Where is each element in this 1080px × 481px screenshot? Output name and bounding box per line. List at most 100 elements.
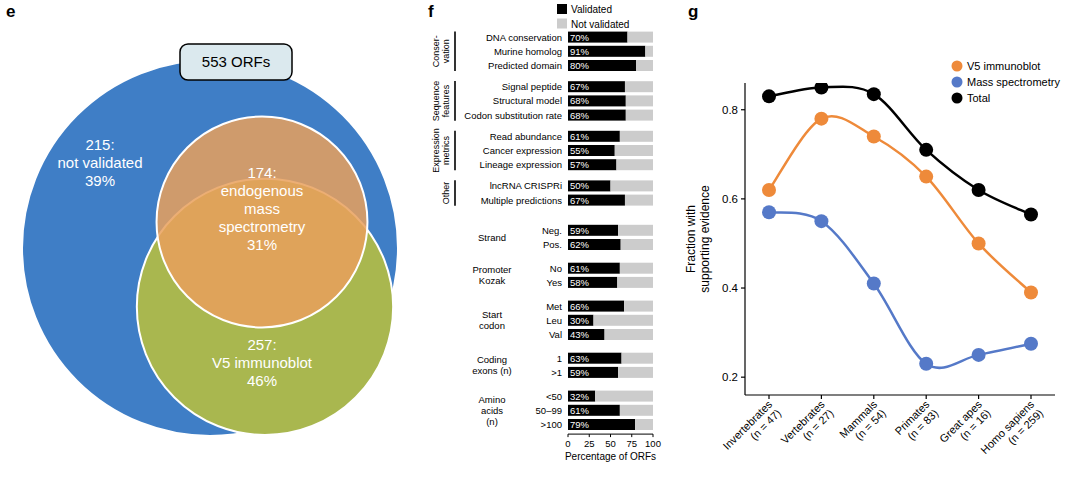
bar [568, 32, 628, 43]
data-label: 50% [570, 180, 590, 191]
category-label: Codon substitution rate [464, 110, 562, 121]
section-bracket [454, 81, 456, 121]
bar [568, 419, 635, 430]
point [867, 129, 881, 143]
bar [568, 180, 611, 191]
point [919, 357, 933, 371]
section-label: vation [441, 39, 451, 63]
data-label: 59% [570, 225, 590, 236]
point [1024, 207, 1038, 221]
category-label: Pos. [543, 239, 562, 250]
x-tick-label-group: Primates(n = 83) [892, 398, 940, 446]
point [972, 183, 986, 197]
category-label: Yes [547, 277, 563, 288]
group-label: codon [479, 320, 505, 331]
data-label: 66% [570, 301, 590, 312]
y-tick [741, 287, 745, 288]
bar [620, 405, 653, 416]
region-label: 215: [85, 136, 114, 153]
category-label: Neg. [542, 225, 562, 236]
legend-label: Mass spectrometry [967, 76, 1060, 88]
category-label: Murine homolog [494, 46, 562, 57]
legend-label: V5 immunoblot [967, 60, 1040, 72]
bar [568, 145, 615, 156]
x-tick-label: (n = 83) [905, 407, 941, 443]
bar [568, 60, 636, 71]
group-label: Kozak [479, 275, 506, 286]
x-tick-label: 75 [626, 438, 637, 449]
series-line [769, 87, 1031, 215]
y-tick-label: 0.4 [722, 282, 739, 294]
x-tick [821, 395, 822, 399]
bar [618, 367, 653, 378]
plot-area [762, 83, 1038, 371]
legend-marker [952, 93, 963, 104]
data-label: 70% [570, 32, 590, 43]
bar-panel: fConser-vationSequencefeaturesExpression… [428, 2, 661, 462]
bar [622, 353, 653, 364]
point [919, 170, 933, 184]
data-label: 43% [570, 329, 590, 340]
point [919, 143, 933, 157]
series-line [769, 212, 1031, 368]
y-axis-label: supporting evidence [698, 185, 712, 293]
data-label: 80% [570, 60, 590, 71]
bar [568, 329, 605, 340]
x-tick [768, 395, 769, 399]
legend-swatch [557, 4, 567, 14]
bar [636, 60, 653, 71]
legend-marker [952, 77, 963, 88]
point [762, 183, 776, 197]
bar [628, 32, 654, 43]
region-label: mass [244, 200, 280, 217]
x-tick [926, 395, 927, 399]
section-label: Other [441, 182, 451, 205]
bar [568, 353, 622, 364]
category-label: No [550, 263, 562, 274]
bars [568, 32, 653, 430]
data-label: 58% [570, 277, 590, 288]
venn-circle [22, 60, 398, 436]
point [972, 236, 986, 250]
point [814, 83, 828, 94]
legend-label: Validated [571, 4, 612, 15]
region-label: 257: [247, 336, 276, 353]
bar [568, 81, 625, 92]
category-label: Val [549, 329, 562, 340]
bar [626, 110, 653, 121]
x-tick-label: 50 [605, 438, 616, 449]
category-label: Met [546, 301, 562, 312]
x-tick [873, 395, 874, 399]
group-label: acids [481, 405, 503, 416]
category-label: >1 [551, 367, 562, 378]
region-label: not validated [57, 154, 142, 171]
bar [568, 301, 624, 312]
bar [568, 315, 594, 326]
region-label: 31% [247, 236, 277, 253]
x-tick-label-group: Mammals(n = 54) [837, 398, 888, 449]
bar [605, 329, 653, 340]
data-label: 62% [570, 239, 590, 250]
x-tick-label: 100 [645, 438, 661, 449]
x-axis-label: Percentage of ORFs [565, 451, 656, 462]
category-label: lncRNA CRISPRi [490, 180, 562, 191]
legend-marker [952, 61, 963, 72]
bar [611, 180, 654, 191]
x-tick-label: 25 [584, 438, 595, 449]
region-label: V5 immunoblot [212, 354, 313, 371]
region-label: endogenous [221, 182, 304, 199]
legend-label: Not validated [571, 19, 629, 30]
category-label: Lineage expression [480, 159, 562, 170]
venn-panel: e553 ORFs215:not validated39%257:V5 immu… [6, 2, 398, 436]
x-tick-label: (n = 259) [1005, 407, 1045, 447]
bar [568, 405, 620, 416]
y-tick [741, 109, 745, 110]
category-label: 50–99 [536, 405, 562, 416]
bar [568, 195, 625, 206]
point [814, 214, 828, 228]
x-axis [745, 394, 1055, 395]
bar [635, 419, 653, 430]
x-tick [978, 395, 979, 399]
bar [624, 301, 653, 312]
total-label: 553 ORFs [202, 53, 270, 70]
